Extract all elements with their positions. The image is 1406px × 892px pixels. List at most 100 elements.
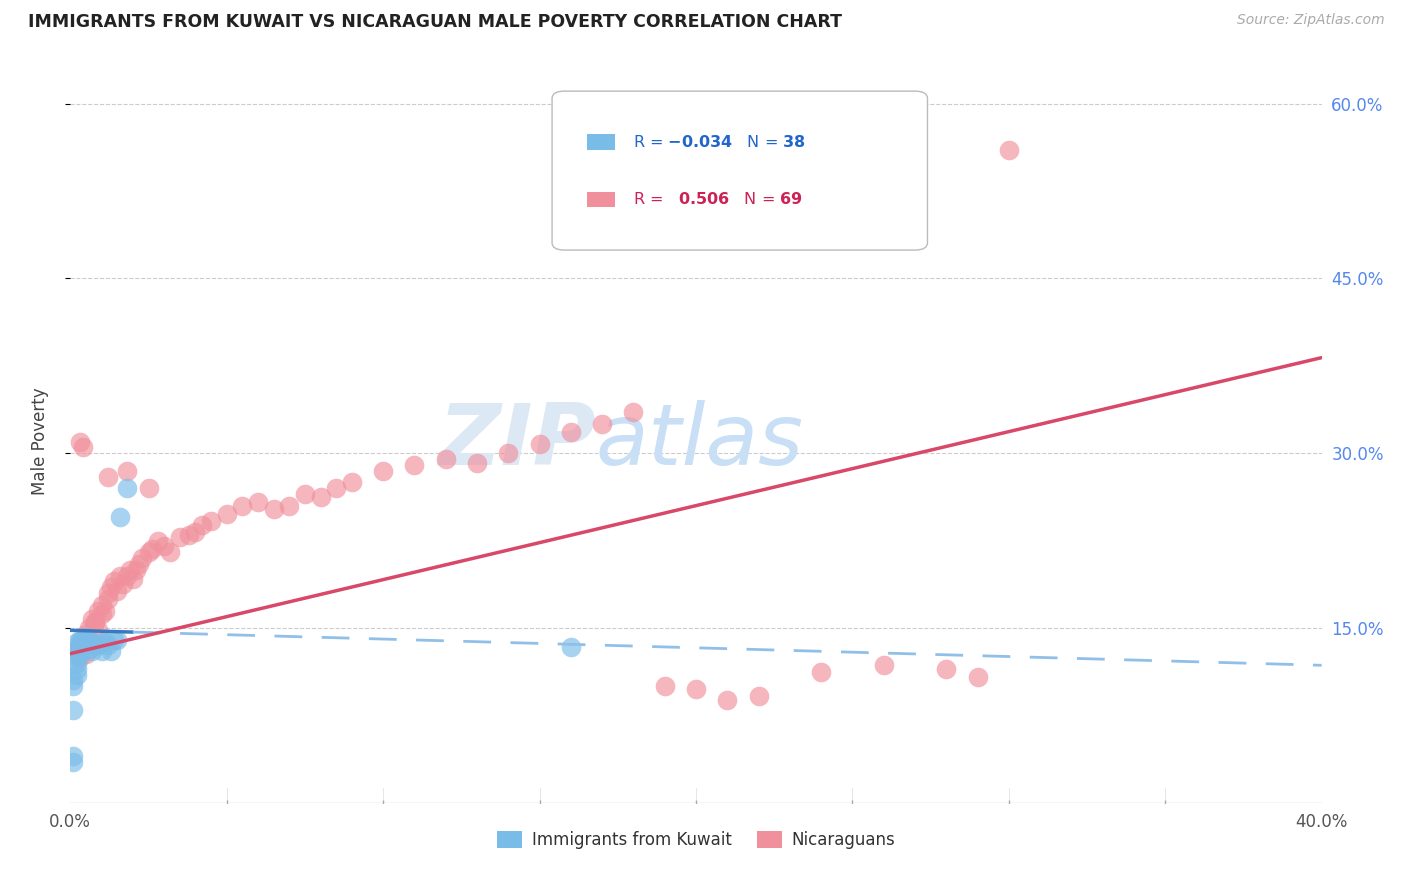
- Bar: [588, 192, 614, 208]
- Point: [77, 642, 100, 657]
- Point: [560, 425, 582, 440]
- Point: [77, 621, 100, 635]
- Point: [215, 507, 238, 521]
- Point: [371, 464, 394, 478]
- Point: [146, 533, 169, 548]
- Point: [72, 639, 94, 653]
- Point: [716, 693, 738, 707]
- Point: [169, 530, 191, 544]
- Point: [105, 632, 128, 647]
- Point: [231, 499, 253, 513]
- Point: [84, 615, 107, 630]
- Point: [90, 607, 112, 621]
- Point: [184, 525, 207, 540]
- Point: [65, 647, 87, 661]
- Point: [62, 702, 84, 716]
- Point: [87, 639, 110, 653]
- Point: [93, 603, 115, 617]
- Point: [997, 143, 1019, 157]
- Point: [65, 662, 87, 676]
- Point: [93, 635, 115, 649]
- Point: [153, 540, 176, 554]
- Point: [69, 647, 91, 661]
- Point: [247, 495, 270, 509]
- Text: R = $\mathbf{\ \ 0.506}$   N = $\mathbf{69}$: R = $\mathbf{\ \ 0.506}$ N = $\mathbf{69…: [633, 192, 803, 208]
- Point: [340, 475, 363, 490]
- Point: [97, 591, 120, 606]
- Point: [105, 583, 128, 598]
- Point: [84, 615, 107, 630]
- Text: ZIP: ZIP: [439, 400, 596, 483]
- Point: [84, 639, 107, 653]
- Text: atlas: atlas: [596, 400, 804, 483]
- Point: [69, 644, 91, 658]
- Point: [966, 670, 988, 684]
- Point: [103, 574, 125, 589]
- Point: [97, 469, 120, 483]
- Point: [110, 568, 132, 582]
- Point: [72, 632, 94, 647]
- Point: [65, 650, 87, 665]
- Point: [404, 458, 426, 472]
- Point: [498, 446, 520, 460]
- Point: [65, 667, 87, 681]
- Point: [654, 679, 676, 693]
- Point: [90, 644, 112, 658]
- Point: [112, 576, 135, 591]
- Point: [115, 464, 138, 478]
- Point: [69, 632, 91, 647]
- Point: [131, 551, 153, 566]
- Point: [82, 635, 104, 649]
- Point: [62, 679, 84, 693]
- Point: [935, 662, 957, 676]
- Point: [159, 545, 181, 559]
- Point: [529, 437, 551, 451]
- Point: [179, 528, 201, 542]
- Point: [62, 755, 84, 769]
- Point: [72, 441, 94, 455]
- Point: [69, 434, 91, 449]
- Point: [591, 417, 613, 431]
- Point: [110, 510, 132, 524]
- Point: [309, 491, 332, 505]
- Point: [69, 639, 91, 653]
- Point: [97, 639, 120, 653]
- Text: IMMIGRANTS FROM KUWAIT VS NICARAGUAN MALE POVERTY CORRELATION CHART: IMMIGRANTS FROM KUWAIT VS NICARAGUAN MAL…: [28, 13, 842, 31]
- Point: [115, 481, 138, 495]
- Point: [141, 541, 163, 556]
- Point: [100, 644, 122, 658]
- Point: [90, 598, 112, 612]
- Point: [87, 624, 110, 638]
- Point: [69, 635, 91, 649]
- Point: [77, 635, 100, 649]
- Point: [872, 658, 894, 673]
- Point: [90, 635, 112, 649]
- Point: [103, 632, 125, 647]
- FancyBboxPatch shape: [553, 91, 928, 250]
- Point: [810, 665, 832, 680]
- Point: [325, 481, 347, 495]
- Point: [82, 644, 104, 658]
- Point: [190, 518, 212, 533]
- Point: [75, 647, 97, 661]
- Point: [263, 502, 285, 516]
- Point: [138, 545, 160, 559]
- Point: [465, 456, 488, 470]
- Point: [685, 681, 707, 696]
- Point: [65, 642, 87, 657]
- Point: [87, 603, 110, 617]
- Point: [75, 627, 97, 641]
- Point: [200, 514, 222, 528]
- Point: [278, 499, 301, 513]
- Point: [100, 580, 122, 594]
- Point: [62, 673, 84, 688]
- Point: [65, 656, 87, 670]
- Point: [69, 650, 91, 665]
- Bar: [588, 134, 614, 150]
- Point: [62, 749, 84, 764]
- Point: [72, 639, 94, 653]
- Point: [125, 563, 148, 577]
- Point: [118, 563, 141, 577]
- Point: [72, 642, 94, 657]
- Point: [748, 689, 770, 703]
